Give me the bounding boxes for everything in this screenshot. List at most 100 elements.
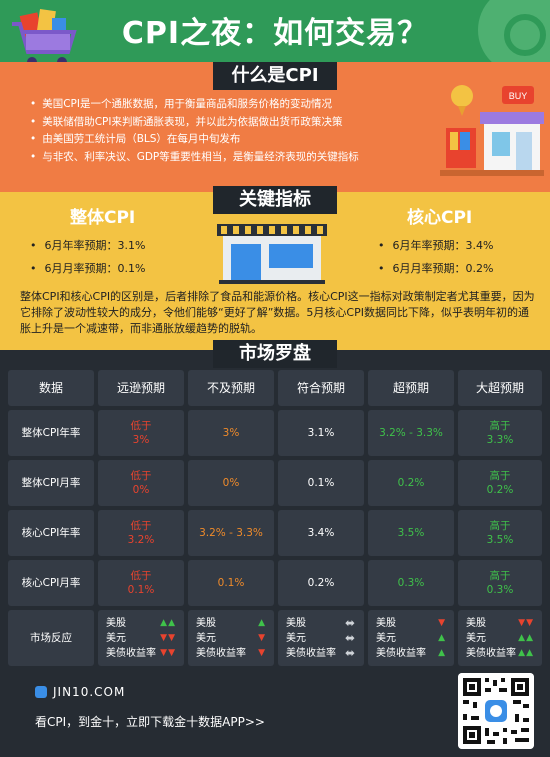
asset-label: 美债收益率 [376, 647, 426, 659]
cell-value: 3.5% [486, 534, 514, 546]
cell-far-below: 低于 0.1% [98, 560, 184, 606]
asset-label: 美债收益率 [466, 647, 516, 659]
reaction-line: 美债收益率 ⬌ [286, 646, 364, 661]
arrow-up-icon: ▲▲ [160, 617, 176, 628]
cell-value: 0.3% [486, 584, 514, 596]
asset-label: 美元 [466, 632, 486, 644]
cell-above: 3.2% - 3.3% [368, 410, 454, 456]
reaction-line: 美元 ▼ [196, 631, 274, 646]
arrow-down-icon: ▼▼ [160, 647, 176, 658]
cell-far-above: 高于 3.3% [458, 410, 542, 456]
asset-label: 美股 [466, 617, 486, 629]
row-label: 核心CPI月率 [8, 560, 94, 606]
cell-text: 高于 [489, 520, 511, 532]
cell-text: 低于 [130, 420, 152, 432]
arrow-down-icon: ▼▼ [160, 632, 176, 643]
cell-far-below: 低于 3% [98, 410, 184, 456]
headline-cpi-title: 整体CPI [70, 208, 136, 228]
site-logo-icon [35, 686, 47, 698]
cell-value: 0.2% [486, 484, 514, 496]
asset-label: 美股 [286, 617, 306, 629]
row-label: 整体CPI月率 [8, 460, 94, 506]
column-header: 超预期 [368, 370, 454, 406]
cell-value: 0.1% [127, 584, 155, 596]
download-app-link[interactable]: 看CPI，到金十，立即下载金十数据APP>> [35, 715, 265, 729]
list-item: 美国CPI是一个通胀数据，用于衡量商品和服务价格的变动情况 [30, 96, 460, 114]
reaction-above: 美股 ▼ 美元 ▲ 美债收益率 ▲ [368, 610, 454, 666]
reaction-line: 美债收益率 ▲▲ [466, 646, 542, 661]
headline-cpi-mom: 6月月率预期：0.1% [30, 260, 146, 276]
asset-label: 美元 [196, 632, 216, 644]
reaction-line: 美债收益率 ▲ [376, 646, 454, 661]
qr-code-icon[interactable] [458, 673, 534, 749]
reaction-inline: 美股 ⬌ 美元 ⬌ 美债收益率 ⬌ [278, 610, 364, 666]
column-header: 远逊预期 [98, 370, 184, 406]
cell-above: 0.3% [368, 560, 454, 606]
site-link[interactable]: JIN10.COM [35, 685, 125, 699]
page-title: CPI之夜：如何交易？ [121, 16, 429, 51]
asset-label: 美元 [286, 632, 306, 644]
list-item: 美联储借助CPI来判断通胀表现，并以此为依据做出货币政策决策 [30, 114, 460, 132]
table-row: 核心CPI年率 低于 3.2% 3.2% - 3.3% 3.4% 3.5% 高于 3… [8, 510, 542, 556]
cell-text: 低于 [130, 470, 152, 482]
row-label: 市场反应 [8, 610, 94, 666]
list-item: 由美国劳工统计局（BLS）在每月中旬发布 [30, 131, 460, 149]
cell-below: 3% [188, 410, 274, 456]
cell-far-above: 高于 3.5% [458, 510, 542, 556]
arrow-down-icon: ▼ [258, 647, 266, 658]
reaction-line: 美股 ▼▼ [466, 616, 542, 631]
table-row: 整体CPI月率 低于 0% 0% 0.1% 0.2% 高于 0.2% [8, 460, 542, 506]
arrow-up-icon: ▲▲ [518, 632, 534, 643]
column-header: 符合预期 [278, 370, 364, 406]
reaction-list: 美股 ▲ 美元 ▼ 美债收益率 ▼ [188, 616, 274, 661]
table-row: 整体CPI年率 低于 3% 3% 3.1% 3.2% - 3.3% 高于 3.3% [8, 410, 542, 456]
reaction-below: 美股 ▲ 美元 ▼ 美债收益率 ▼ [188, 610, 274, 666]
arrow-up-icon: ▲ [258, 617, 266, 628]
asset-label: 美债收益率 [106, 647, 156, 659]
cell-value: 3.3% [486, 434, 514, 446]
svg-text:BUY: BUY [509, 91, 528, 101]
cell-text: 低于 [130, 520, 152, 532]
column-header: 大超预期 [458, 370, 542, 406]
storefront-icon [217, 224, 327, 284]
reaction-line: 美元 ▲ [376, 631, 454, 646]
cell-inline: 0.1% [278, 460, 364, 506]
cell-above: 3.5% [368, 510, 454, 556]
list-item: 与非农、利率决议、GDP等重要性相当，是衡量经济表现的关键指标 [30, 149, 460, 167]
arrow-down-icon: ▼ [258, 632, 266, 643]
asset-label: 美元 [106, 632, 126, 644]
row-label: 整体CPI年率 [8, 410, 94, 456]
reaction-line: 美债收益率 ▼▼ [106, 646, 184, 661]
arrow-up-icon: ▲▲ [518, 647, 534, 658]
asset-label: 美债收益率 [196, 647, 246, 659]
reaction-line: 美股 ▼ [376, 616, 454, 631]
arrow-both-icon: ⬌ [344, 630, 356, 645]
cell-value: 3.2% [127, 534, 155, 546]
cpi-explanation-paragraph: 整体CPI和核心CPI的区别是，后者排除了食品和能源价格。核心CPI这一指标对政… [20, 290, 535, 335]
reaction-list: 美股 ▲▲ 美元 ▼▼ 美债收益率 ▼▼ [98, 616, 184, 661]
column-header: 不及预期 [188, 370, 274, 406]
cell-inline: 0.2% [278, 560, 364, 606]
cell-far-below: 低于 0% [98, 460, 184, 506]
core-cpi-yoy: 6月年率预期：3.4% [378, 237, 494, 253]
reaction-line: 美元 ⬌ [286, 631, 364, 646]
section-label-what-is-cpi: 什么是CPI [213, 62, 337, 90]
table-row: 核心CPI月率 低于 0.1% 0.1% 0.2% 0.3% 高于 0.3% [8, 560, 542, 606]
cell-far-above: 高于 0.2% [458, 460, 542, 506]
cell-text: 高于 [489, 420, 511, 432]
cell-text: 低于 [130, 570, 152, 582]
shop-building-icon: BUY [440, 85, 544, 176]
cell-below: 3.2% - 3.3% [188, 510, 274, 556]
cell-below: 0% [188, 460, 274, 506]
arrow-up-icon: ▲ [438, 632, 446, 643]
arrow-both-icon: ⬌ [344, 645, 356, 660]
arrow-both-icon: ⬌ [344, 615, 356, 630]
asset-label: 美股 [106, 617, 126, 629]
cell-far-below: 低于 3.2% [98, 510, 184, 556]
cell-below: 0.1% [188, 560, 274, 606]
cell-above: 0.2% [368, 460, 454, 506]
cell-text: 高于 [489, 570, 511, 582]
reaction-line: 美股 ▲ [196, 616, 274, 631]
core-cpi-mom: 6月月率预期：0.2% [378, 260, 494, 276]
